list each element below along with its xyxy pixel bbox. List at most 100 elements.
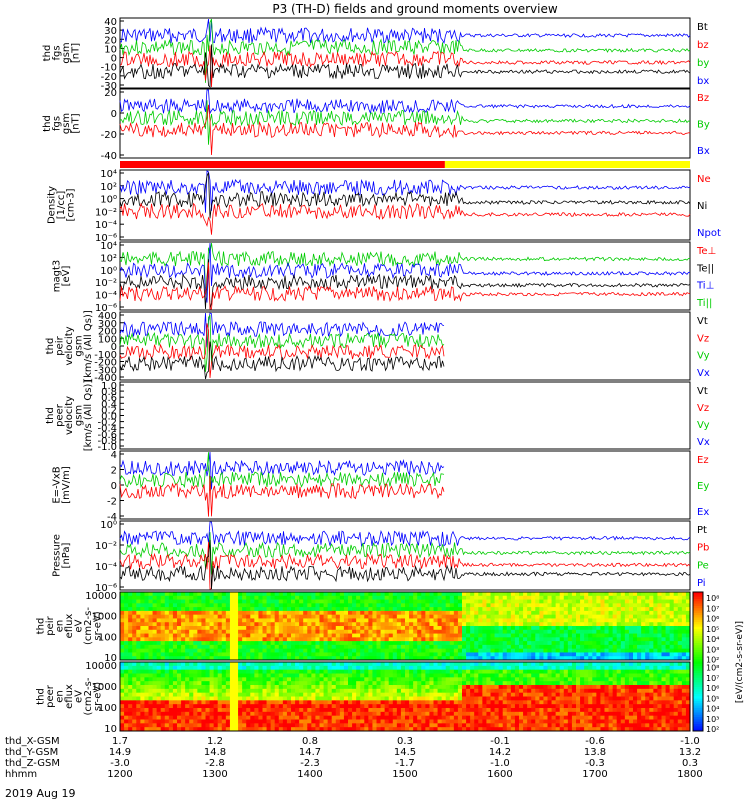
spectrogram-cell: [425, 641, 430, 646]
spectrogram-cell: [177, 685, 182, 690]
spectrogram-cell: [140, 629, 145, 634]
spectrogram-cell: [282, 665, 288, 671]
spectrogram-cell: [478, 688, 483, 694]
spectrogram-cell: [286, 607, 292, 612]
spectrogram-cell: [433, 607, 438, 612]
spectrogram-cell: [457, 633, 463, 638]
spectrogram-cell: [262, 652, 267, 657]
spectrogram-cell: [205, 723, 210, 728]
spectrogram-cell: [372, 633, 377, 638]
spectrogram-cell: [197, 637, 202, 642]
spectrogram-cell: [335, 618, 341, 623]
spectrogram-cell: [462, 618, 467, 623]
spectrogram-cell: [633, 595, 638, 600]
spectrogram-cell: [254, 715, 259, 720]
spectrogram-cell: [282, 637, 288, 642]
spectrogram-cell: [620, 727, 626, 732]
spectrogram-cell: [238, 711, 243, 717]
spectrogram-cell: [315, 723, 320, 728]
spectrogram-cell: [295, 700, 300, 705]
spectrogram-cell: [665, 614, 671, 619]
spectrogram-cell: [144, 665, 149, 671]
spectrogram-cell: [282, 618, 288, 623]
spectrogram-cell: [482, 603, 487, 608]
spectrogram-cell: [417, 665, 422, 671]
spectrogram-cell: [563, 603, 569, 608]
spectrogram-cell: [348, 614, 353, 619]
spectrogram-cell: [547, 603, 552, 608]
spectrogram-cell: [600, 652, 605, 657]
spectrogram-cell: [531, 665, 536, 671]
spectrogram-cell: [144, 692, 149, 697]
spectrogram-cell: [213, 715, 219, 720]
spectrogram-cell: [352, 656, 357, 661]
spectrogram-cell: [486, 727, 491, 732]
spectrogram-cell: [282, 610, 288, 616]
spectrogram-cell: [177, 677, 182, 682]
spectrogram-cell: [360, 633, 365, 638]
spectrogram-cell: [669, 652, 675, 657]
spectrogram-cell: [592, 685, 597, 690]
y-axis-label: thd: [36, 688, 47, 705]
spectrogram-cell: [286, 637, 292, 642]
spectrogram-cell: [172, 652, 178, 657]
spectrogram-cell: [348, 599, 353, 604]
spectrogram-cell: [136, 719, 141, 724]
spectrogram-cell: [470, 723, 475, 728]
spectrogram-cell: [262, 603, 267, 608]
spectrogram-cell: [653, 592, 658, 597]
spectrogram-cell: [185, 719, 190, 724]
spectrogram-cell: [356, 704, 361, 709]
spectrogram-cell: [258, 696, 263, 701]
spectrogram-cell: [229, 592, 235, 597]
spectrogram-cell: [266, 618, 272, 623]
spectrogram-cell: [250, 669, 255, 674]
spectrogram-cell: [624, 603, 630, 608]
spectrogram-cell: [555, 607, 561, 612]
spectrogram-cell: [181, 607, 186, 612]
spectrogram-cell: [576, 715, 581, 720]
spectrogram-cell: [168, 644, 174, 650]
spectrogram-cell: [331, 648, 337, 653]
spectrogram-cell: [168, 656, 174, 661]
spectrogram-cell: [669, 614, 675, 619]
spectrogram-cell: [620, 685, 626, 690]
spectrogram-cell: [266, 644, 272, 650]
spectrogram-cell: [185, 727, 190, 732]
spectrogram-cell: [376, 614, 381, 619]
spectrogram-cell: [331, 644, 337, 650]
spectrogram-cell: [510, 656, 516, 661]
spectrogram-cell: [384, 656, 390, 661]
spectrogram-cell: [164, 685, 170, 690]
spectrogram-cell: [421, 595, 426, 600]
spectrogram-cell: [136, 696, 141, 701]
spectrogram-cell: [400, 665, 406, 671]
spectrogram-cell: [136, 727, 141, 732]
spectrogram-cell: [494, 681, 500, 686]
spectrogram-cell: [527, 607, 532, 612]
y-axis-label: peir: [55, 335, 66, 355]
spectrogram-cell: [132, 637, 137, 642]
spectrogram-cell: [242, 669, 247, 674]
spectrogram-cell: [331, 603, 337, 608]
y-tick-label: 10⁻⁶: [95, 303, 117, 314]
spectrogram-cell: [311, 629, 316, 634]
spectrogram-cell: [343, 648, 349, 653]
spectrogram-cell: [160, 681, 166, 686]
y-tick-label: -400: [94, 373, 117, 384]
spectrogram-cell: [213, 700, 219, 705]
spectrogram-cell: [645, 648, 650, 653]
spectrogram-cell: [482, 648, 487, 653]
spectrogram-cell: [519, 637, 524, 642]
spectrogram-cell: [181, 618, 186, 623]
spectrogram-cell: [417, 692, 422, 697]
spectrogram-cell: [356, 685, 361, 690]
spectrogram-cell: [506, 715, 512, 720]
spectrogram-cell: [323, 681, 329, 686]
spectrogram-cell: [356, 644, 361, 650]
spectrogram-cell: [641, 652, 646, 657]
spectrogram-cell: [486, 648, 491, 653]
spectrogram-cell: [588, 633, 593, 638]
spectrogram-cell: [494, 614, 500, 619]
